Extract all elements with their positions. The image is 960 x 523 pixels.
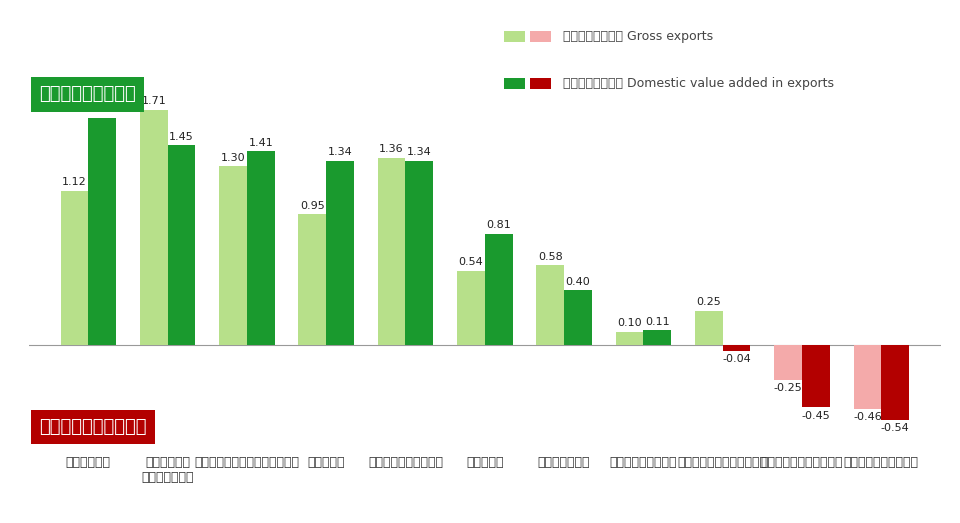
Bar bbox=[405, 161, 433, 345]
Bar bbox=[457, 271, 485, 345]
Text: 0.11: 0.11 bbox=[645, 317, 669, 327]
Bar bbox=[853, 345, 881, 408]
Bar bbox=[377, 158, 405, 345]
Text: -0.54: -0.54 bbox=[881, 423, 909, 433]
Bar bbox=[537, 265, 564, 345]
Text: 1.41: 1.41 bbox=[249, 138, 274, 147]
Text: 1.34: 1.34 bbox=[407, 147, 432, 157]
Bar bbox=[219, 166, 247, 345]
Text: -0.45: -0.45 bbox=[802, 411, 830, 421]
Text: 1.71: 1.71 bbox=[141, 96, 166, 106]
Bar bbox=[643, 330, 671, 345]
Bar bbox=[802, 345, 829, 407]
Bar bbox=[88, 118, 116, 345]
Text: 0.58: 0.58 bbox=[538, 252, 563, 262]
Text: 0.25: 0.25 bbox=[696, 298, 721, 308]
Bar bbox=[723, 345, 751, 351]
Text: 1.34: 1.34 bbox=[327, 147, 352, 157]
Bar bbox=[564, 290, 592, 345]
Text: 0.95: 0.95 bbox=[300, 201, 324, 211]
Text: 0.81: 0.81 bbox=[487, 220, 511, 230]
Text: 1.45: 1.45 bbox=[169, 132, 194, 142]
Bar bbox=[485, 234, 513, 345]
Bar bbox=[247, 151, 275, 345]
Text: ได้เปรียบ: ได้เปรียบ bbox=[39, 85, 136, 104]
Bar bbox=[168, 145, 195, 345]
Text: 1.65: 1.65 bbox=[90, 105, 114, 115]
Text: เสียเปรียบ: เสียเปรียบ bbox=[39, 418, 147, 436]
Text: -0.04: -0.04 bbox=[722, 354, 751, 365]
Text: 0.54: 0.54 bbox=[459, 257, 483, 267]
Text: -0.25: -0.25 bbox=[774, 383, 803, 393]
Bar bbox=[695, 311, 723, 345]
Text: คำนวณจาก Gross exports: คำนวณจาก Gross exports bbox=[563, 30, 712, 43]
Text: 0.40: 0.40 bbox=[565, 277, 590, 287]
Text: คำนวณจาก Domestic value added in exports: คำนวณจาก Domestic value added in exports bbox=[563, 77, 833, 90]
Bar bbox=[615, 332, 643, 345]
Text: 1.36: 1.36 bbox=[379, 144, 404, 154]
Text: 1.12: 1.12 bbox=[62, 177, 86, 188]
Bar bbox=[299, 214, 326, 345]
Bar bbox=[60, 191, 88, 345]
Bar bbox=[326, 161, 354, 345]
Bar bbox=[881, 345, 909, 420]
Bar bbox=[775, 345, 802, 380]
Text: 0.10: 0.10 bbox=[617, 318, 642, 328]
Bar bbox=[140, 110, 168, 345]
Text: -0.46: -0.46 bbox=[853, 412, 882, 422]
Text: 1.30: 1.30 bbox=[221, 153, 246, 163]
